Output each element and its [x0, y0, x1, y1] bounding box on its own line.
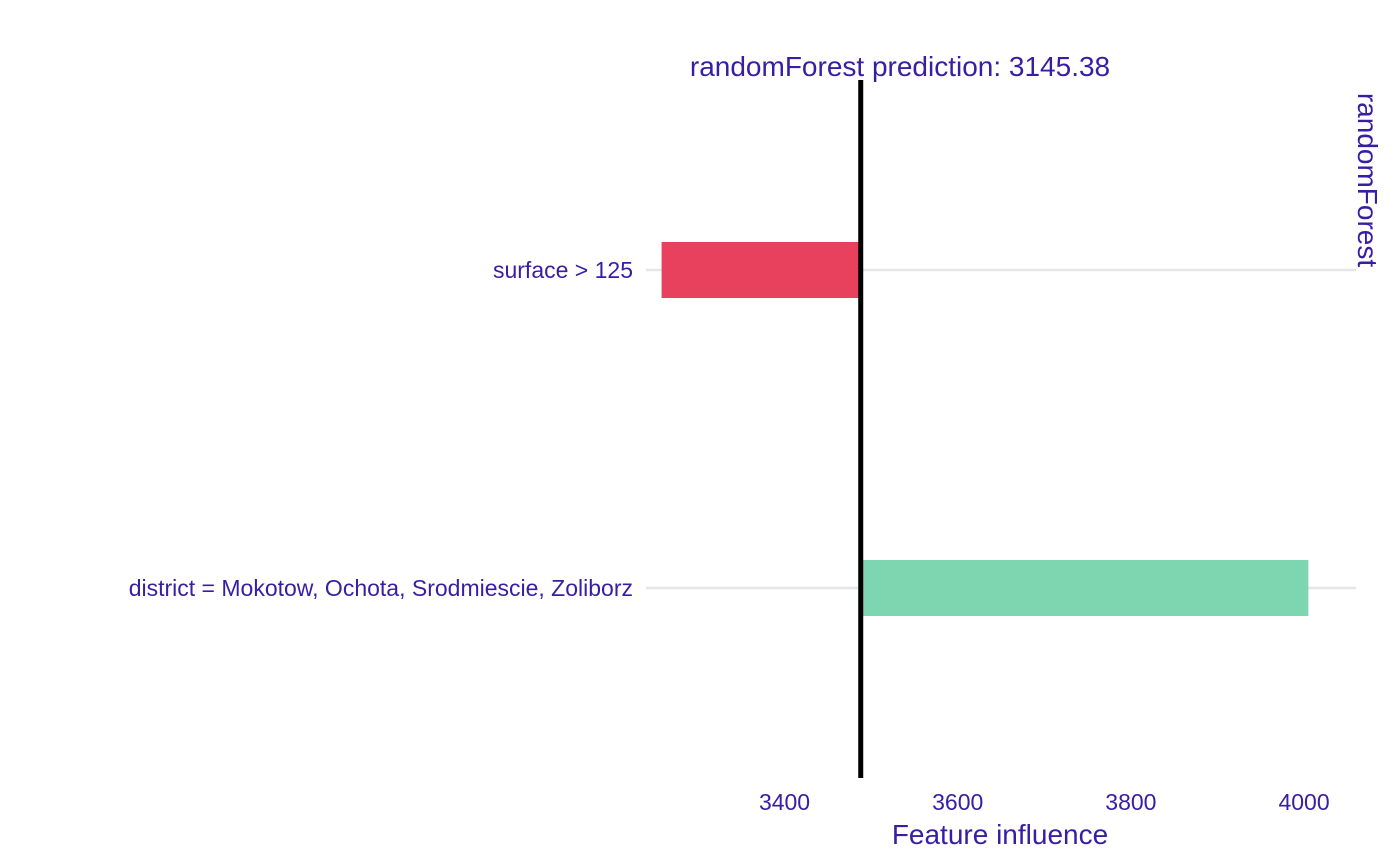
category-label: district = Mokotow, Ochota, Srodmiescie,…	[129, 575, 633, 601]
category-label-group: surface > 125 district = Mokotow, Ochota,…	[129, 257, 633, 601]
bar-positive	[860, 560, 1309, 616]
x-tick-label: 4000	[1278, 789, 1329, 815]
bar-group	[661, 242, 1309, 616]
facet-strip-label: randomForest	[1352, 93, 1383, 268]
x-tick-label: 3800	[1105, 789, 1156, 815]
x-tick-label: 3400	[759, 789, 810, 815]
x-tick-label: 3600	[932, 789, 983, 815]
bar-negative	[661, 242, 861, 298]
category-label: surface > 125	[493, 257, 633, 283]
x-axis-title: Feature influence	[892, 819, 1108, 850]
x-tick-label-group: 3400 3600 3800 4000	[759, 789, 1330, 815]
chart-title: randomForest prediction: 3145.38	[690, 51, 1110, 82]
